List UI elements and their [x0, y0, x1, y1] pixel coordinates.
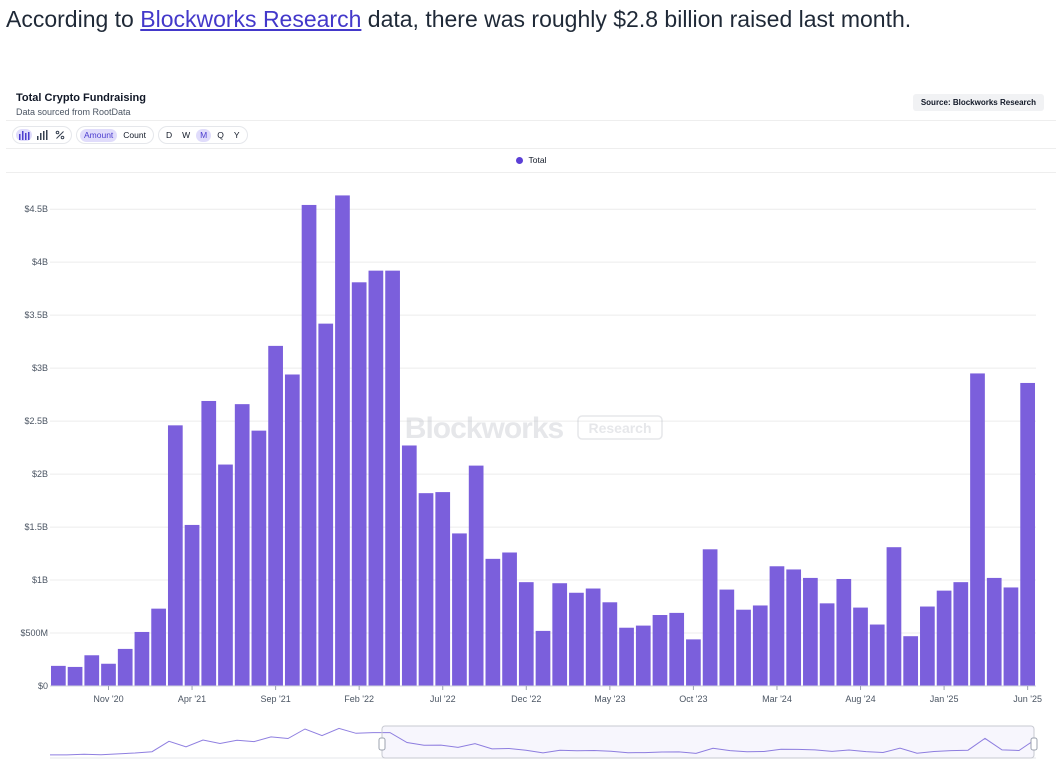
chart-card: Total Crypto Fundraising Data sourced fr… [6, 88, 1056, 772]
chart-type-group [12, 126, 72, 144]
intro-prefix: According to [6, 6, 141, 32]
chart-toolbar: Amount Count D W M Q Y [12, 126, 248, 144]
period-day-button[interactable]: D [165, 129, 173, 140]
period-week-button[interactable]: W [182, 129, 191, 140]
chart-legend[interactable]: Total [6, 155, 1056, 165]
divider [6, 172, 1056, 173]
metric-count-button[interactable]: Count [123, 129, 146, 140]
intro-suffix: data, there was roughly $2.8 billion rai… [361, 6, 912, 32]
bar-chart-icon[interactable] [16, 129, 32, 141]
legend-dot-total [515, 157, 523, 164]
percent-icon[interactable] [52, 129, 68, 141]
period-quarter-button[interactable]: Q [217, 129, 224, 140]
source-badge: Source: Blockworks Research [912, 94, 1044, 111]
blockworks-research-link[interactable]: Blockworks Research [140, 6, 362, 32]
period-year-button[interactable]: Y [233, 129, 240, 140]
metric-amount-button[interactable]: Amount [80, 128, 118, 142]
stacked-bar-icon[interactable] [34, 129, 50, 141]
legend-label-total: Total [528, 155, 547, 165]
divider [6, 148, 1056, 149]
metric-group: Amount Count [76, 126, 154, 144]
chart-subtitle: Data sourced from RootData [16, 107, 131, 117]
period-group: D W M Q Y [157, 126, 248, 144]
period-month-button[interactable]: M [196, 128, 212, 142]
intro-sentence: According to Blockworks Research data, t… [6, 4, 911, 34]
chart-title: Total Crypto Fundraising [16, 92, 146, 104]
divider [6, 120, 1056, 121]
